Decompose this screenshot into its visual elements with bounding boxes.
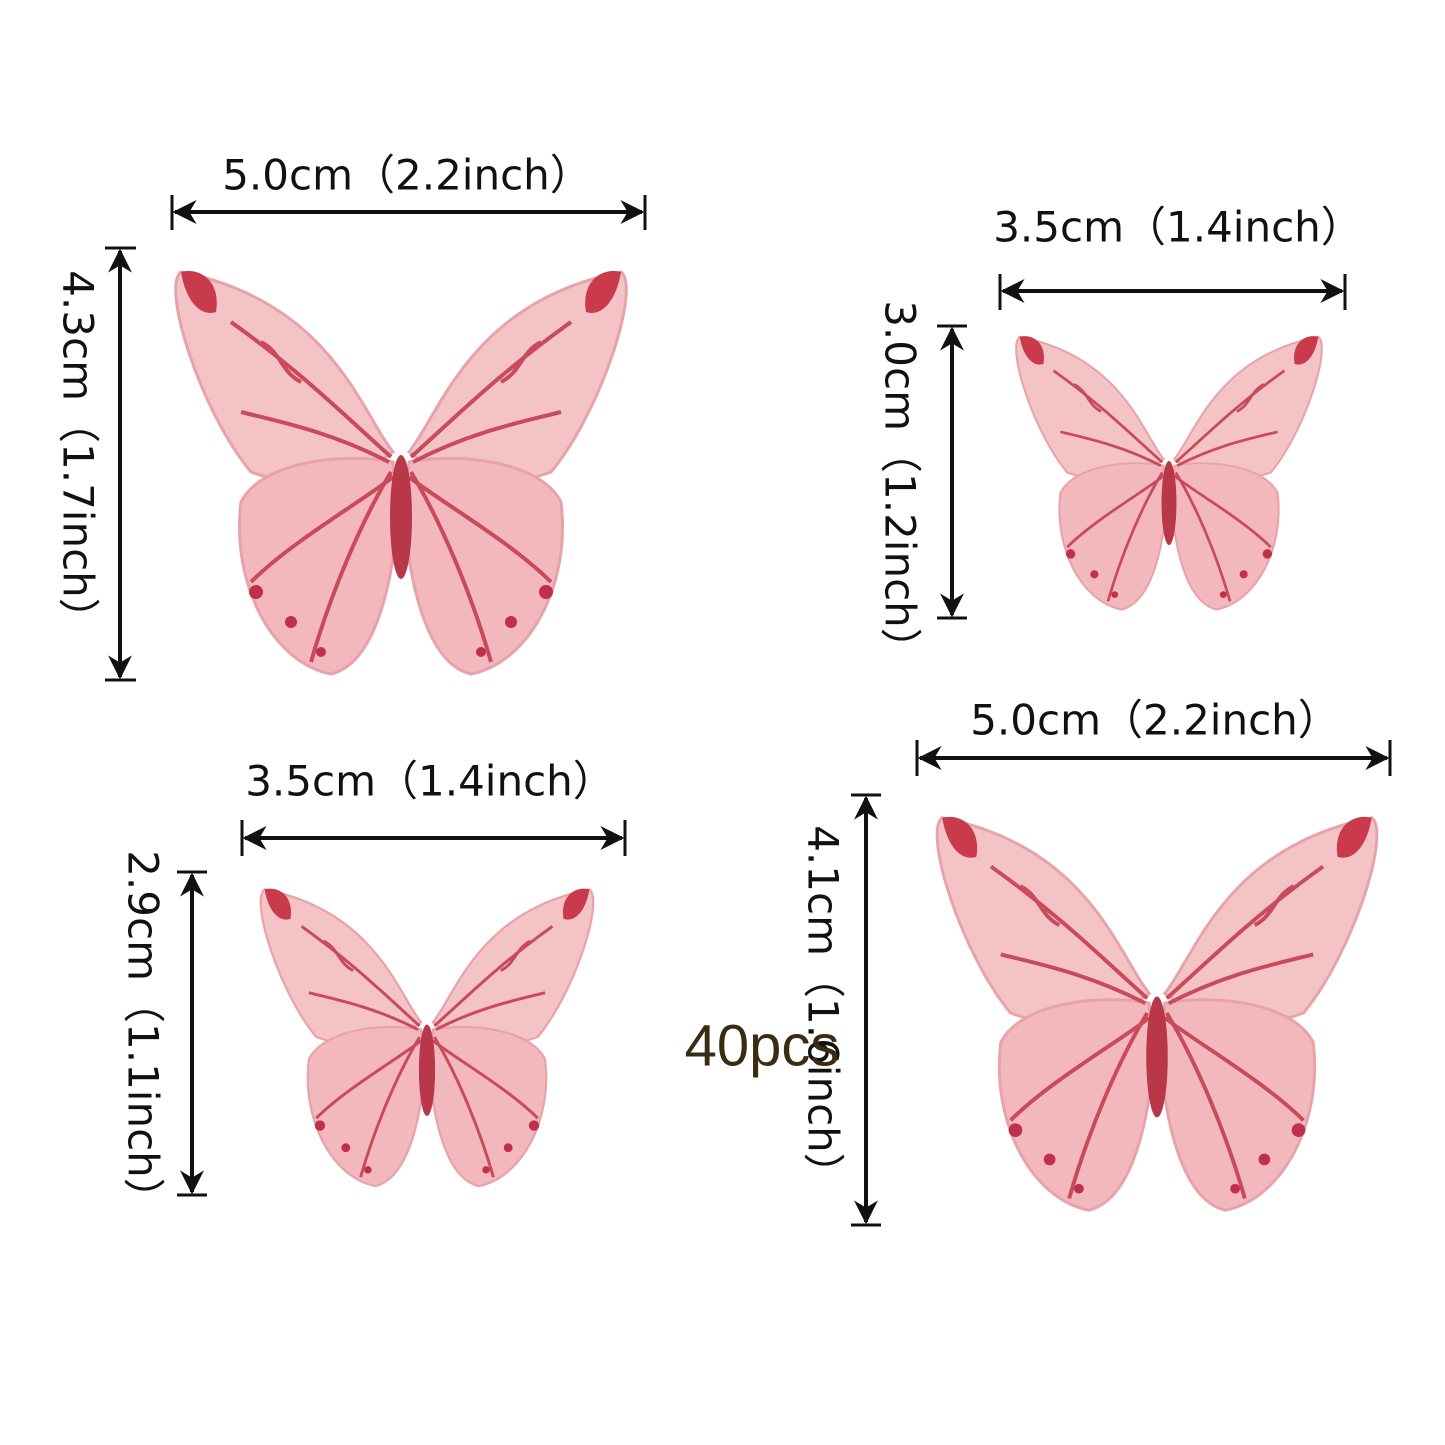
dimension: [177, 820, 627, 1197]
width-label: 3.5cm（1.4inch）: [245, 757, 615, 806]
butterfly: [1016, 336, 1322, 609]
height-label: 4.1cm（1.6inch）: [799, 825, 848, 1195]
butterfly: [261, 889, 594, 1186]
quantity: 40pcs: [685, 1013, 840, 1078]
butterfly: [937, 817, 1377, 1210]
height-label: 4.3cm（1.7inch）: [54, 270, 103, 640]
dimension: [105, 195, 647, 682]
width-label: 5.0cm（2.2inch）: [222, 151, 592, 200]
butterfly: [176, 271, 627, 674]
dimension: [851, 740, 1392, 1227]
width-label: 3.5cm（1.4inch）: [993, 203, 1363, 252]
width-label: 5.0cm（2.2inch）: [970, 696, 1340, 745]
height-label: 2.9cm（1.1inch）: [119, 850, 168, 1220]
dimension: [937, 274, 1347, 620]
height-label: 3.0cm（1.2inch）: [876, 300, 925, 670]
